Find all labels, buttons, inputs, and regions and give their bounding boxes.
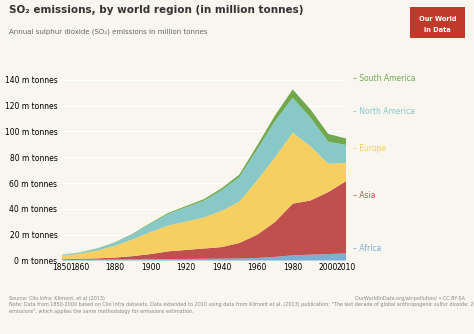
Text: Annual sulphur dioxide (SO₂) emissions in million tonnes: Annual sulphur dioxide (SO₂) emissions i… bbox=[9, 28, 208, 35]
Text: – South America: – South America bbox=[353, 74, 416, 83]
Text: – North America: – North America bbox=[353, 108, 415, 116]
Text: Source: Clio Infra; Klimont, et al (2013)
Note: Data from 1850-2000 based on Cli: Source: Clio Infra; Klimont, et al (2013… bbox=[9, 296, 474, 314]
Text: in Data: in Data bbox=[424, 27, 451, 33]
Text: – Asia: – Asia bbox=[353, 191, 375, 200]
Text: – Europe: – Europe bbox=[353, 144, 386, 153]
Text: – Africa: – Africa bbox=[353, 244, 382, 253]
Text: SO₂ emissions, by world region (in million tonnes): SO₂ emissions, by world region (in milli… bbox=[9, 5, 304, 15]
Text: Our World: Our World bbox=[419, 16, 456, 22]
Text: OurWorldInData.org/air-pollution/ • CC BY-SA: OurWorldInData.org/air-pollution/ • CC B… bbox=[355, 296, 465, 301]
